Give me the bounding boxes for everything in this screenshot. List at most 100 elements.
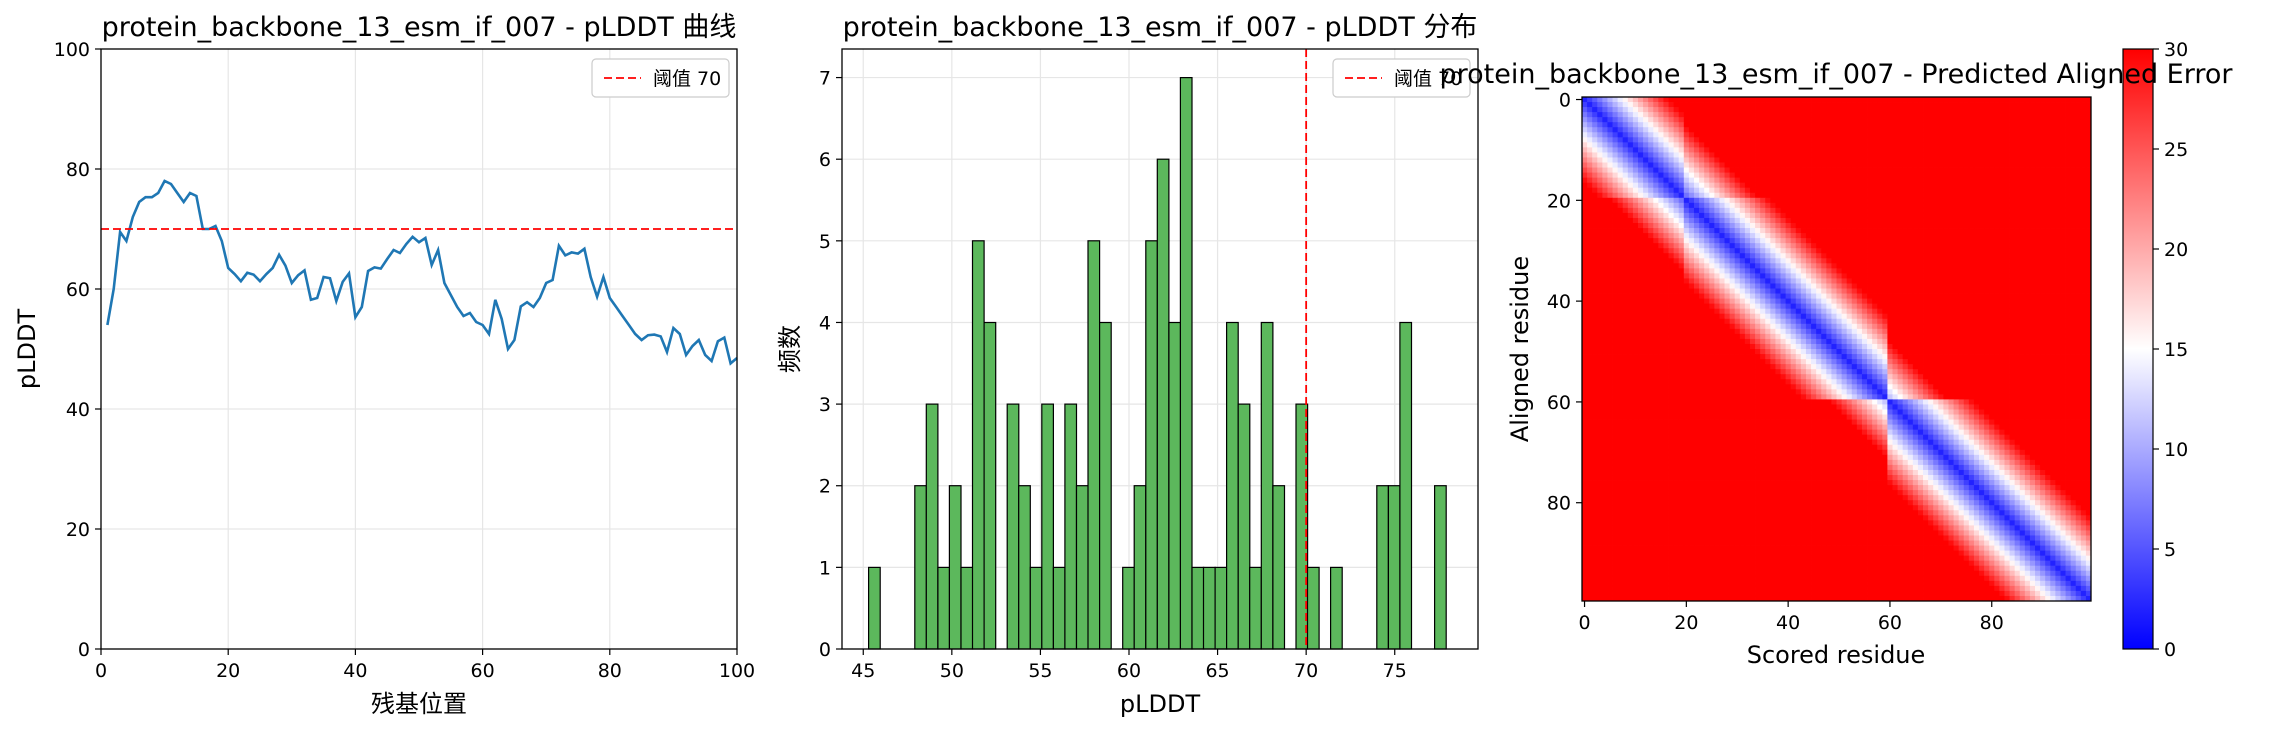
chart3-cell: [1892, 122, 1898, 128]
chart3-cell: [2035, 122, 2041, 128]
chart3-cell: [1749, 303, 1756, 310]
chart3-cell: [1999, 283, 2005, 289]
chart3-cell: [1678, 132, 1685, 138]
chart3-cell: [1973, 147, 1980, 153]
chart3-cell: [1719, 268, 1725, 274]
chart3-cell: [1816, 152, 1822, 158]
chart3-cell: [1770, 147, 1776, 153]
chart3-cell: [2085, 233, 2092, 239]
chart3-cell: [1749, 248, 1756, 254]
chart3-cell: [1587, 217, 1593, 224]
chart3-cell: [1622, 137, 1629, 143]
chart3-cell: [1760, 313, 1766, 320]
chart3-cell: [1811, 323, 1817, 330]
chart3-cell: [1749, 202, 1756, 209]
chart3-cell: [1653, 293, 1659, 299]
chart3-cell: [2014, 102, 2021, 108]
chart3-cell: [1917, 197, 1924, 204]
chart3-cell: [1617, 187, 1624, 194]
chart3-cell: [2085, 172, 2092, 179]
chart3-cell: [1617, 137, 1624, 143]
chart3-cell: [2055, 333, 2061, 340]
chart3-cell: [2085, 127, 2092, 133]
chart3-cell: [1938, 172, 1944, 179]
chart3-cell: [1790, 167, 1797, 173]
chart3-cell: [1632, 212, 1639, 219]
chart3-cell: [1861, 308, 1868, 315]
chart3-cell: [1948, 243, 1954, 249]
chart3-cell: [1658, 197, 1664, 204]
chart3-cell: [1831, 288, 1837, 294]
chart3-cell: [1582, 233, 1588, 239]
chart3-cell: [1612, 288, 1619, 294]
chart3-cell: [1683, 253, 1690, 259]
chart3-cell: [1882, 323, 1888, 330]
chart3-cell: [1851, 207, 1858, 214]
chart3-cell: [1724, 217, 1731, 224]
chart3-cell: [1943, 137, 1949, 143]
chart3-cell: [1729, 313, 1736, 320]
chart3-cell: [1795, 318, 1802, 325]
chart3-cell: [1673, 243, 1680, 249]
chart3-cell: [1897, 172, 1904, 179]
chart3-cell: [2085, 207, 2092, 214]
chart3-cell: [1719, 152, 1725, 158]
chart3-cell: [1867, 313, 1873, 320]
chart3-cell: [1704, 298, 1710, 305]
chart3-cell: [1821, 313, 1827, 320]
chart3-cell: [1739, 328, 1746, 335]
chart3-cell: [1902, 288, 1909, 294]
chart3-cell: [1816, 162, 1822, 168]
chart3-cell: [1933, 243, 1939, 249]
chart3-cell: [2060, 102, 2066, 108]
chart3-cell: [1892, 298, 1898, 305]
chart3-cell: [2080, 233, 2087, 239]
chart3-cell: [1826, 102, 1832, 108]
chart3-cell: [1607, 228, 1613, 234]
chart3-cell: [1688, 107, 1695, 113]
chart3-cell: [2024, 253, 2031, 259]
chart3-cell: [1699, 268, 1705, 274]
chart3-cell: [1683, 308, 1690, 315]
chart3-cell: [1912, 192, 1919, 199]
chart3-cell: [1902, 172, 1909, 179]
chart3-cell: [1770, 323, 1776, 330]
chart3-cell: [1963, 112, 1970, 118]
chart3-cell: [1744, 97, 1751, 103]
chart3-cell: [2055, 137, 2061, 143]
chart3-cell: [1984, 263, 1990, 269]
chart3-cell: [1627, 197, 1634, 204]
chart3-cell: [1683, 152, 1690, 158]
chart3-cell: [2035, 223, 2041, 229]
chart3-cell: [2014, 122, 2021, 128]
chart3-cell: [1668, 283, 1675, 289]
chart3-cell: [1597, 112, 1603, 118]
chart3-cell: [1653, 107, 1659, 113]
chart3-cell: [1592, 187, 1598, 194]
chart3-cell: [1953, 228, 1960, 234]
chart3-cell: [2070, 303, 2077, 310]
chart3-cell: [2040, 228, 2046, 234]
chart3-cell: [1653, 238, 1659, 244]
chart3-cell: [1643, 308, 1649, 315]
chart3-cell: [1653, 233, 1659, 239]
chart3-cell: [1933, 137, 1939, 143]
chart3-cell: [1811, 117, 1817, 123]
chart3-cell: [1933, 223, 1939, 229]
chart3-cell: [1877, 172, 1883, 179]
chart3-cell: [1587, 328, 1593, 335]
chart3-cell: [1872, 258, 1878, 264]
chart3-cell: [1861, 112, 1868, 118]
chart3-cell: [1897, 137, 1904, 143]
chart3-cell: [1836, 162, 1842, 168]
chart3-cell: [1948, 177, 1954, 184]
chart3-cell: [1744, 318, 1751, 325]
chart3-cell: [1678, 313, 1685, 320]
chart3-cell: [1744, 132, 1751, 138]
chart3-cell: [2009, 132, 2016, 138]
chart3-cell: [1821, 162, 1827, 168]
chart3-cell: [1856, 137, 1863, 143]
chart3-cell: [1587, 298, 1593, 305]
chart3-cell: [1902, 122, 1909, 128]
chart3-cell: [2045, 212, 2051, 219]
